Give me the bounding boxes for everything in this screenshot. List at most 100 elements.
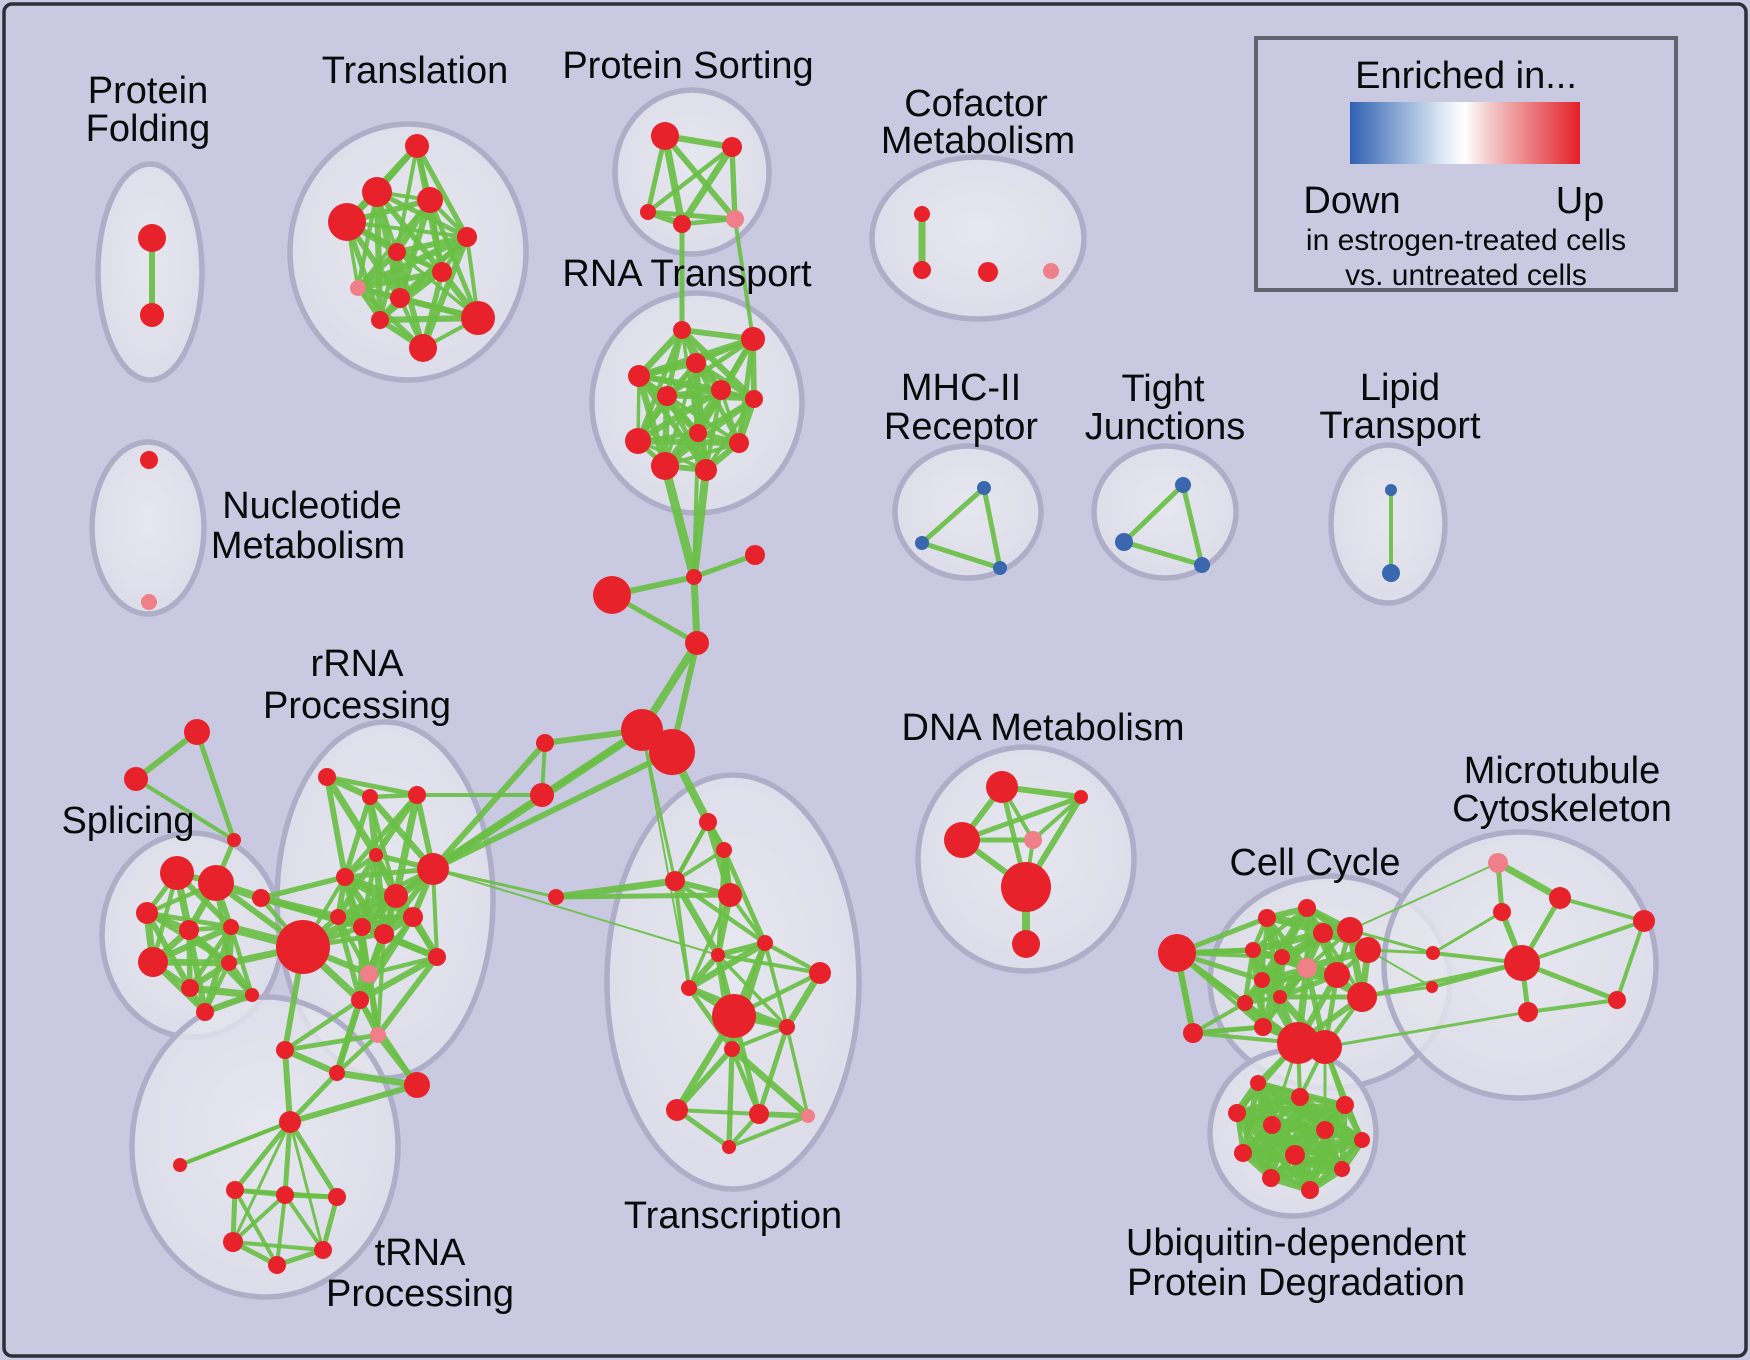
edge bbox=[342, 792, 420, 880]
edge bbox=[726, 1046, 735, 1150]
node-splicing bbox=[160, 856, 194, 890]
node-transcription bbox=[779, 1019, 795, 1035]
edge bbox=[1233, 1101, 1349, 1117]
connector-edge bbox=[287, 1082, 420, 1125]
cluster-label-lipid-transport: Lipid bbox=[1360, 367, 1440, 409]
connector-edge bbox=[430, 749, 675, 872]
edge bbox=[675, 1108, 761, 1116]
edge bbox=[678, 143, 736, 228]
node-protein-folding bbox=[140, 303, 164, 327]
node-ubiquitin-degradation bbox=[1354, 1132, 1370, 1148]
node-transcription bbox=[722, 1140, 736, 1154]
edge bbox=[324, 774, 348, 880]
connector-edge bbox=[641, 729, 690, 989]
node-tight-junctions bbox=[1175, 477, 1191, 493]
node-rrna-processing bbox=[351, 991, 369, 1009]
node-ubiquitin-degradation bbox=[1301, 1181, 1319, 1199]
cluster-label-transcription: Transcription bbox=[624, 1195, 842, 1237]
connector-edge bbox=[660, 461, 699, 582]
node-translation bbox=[417, 187, 443, 213]
node-rrna-processing bbox=[276, 920, 330, 974]
edge bbox=[1268, 1166, 1345, 1181]
node-mhc-ii-receptor bbox=[915, 536, 929, 550]
edge bbox=[202, 960, 232, 1015]
node-trna-processing bbox=[268, 1256, 286, 1274]
edge bbox=[959, 794, 1084, 843]
edge bbox=[1558, 896, 1646, 923]
edge bbox=[231, 1120, 292, 1244]
node-rrna-processing bbox=[360, 965, 378, 983]
node-splicing bbox=[179, 920, 199, 940]
node-dna-metabolism bbox=[1024, 831, 1042, 849]
edge bbox=[186, 984, 256, 999]
edge bbox=[1121, 539, 1205, 568]
edge bbox=[672, 878, 768, 946]
node-trna-processing bbox=[173, 1158, 187, 1172]
node-microtubule-cytoskeleton bbox=[1608, 991, 1626, 1009]
node-rrna-processing bbox=[428, 948, 446, 966]
edge bbox=[662, 133, 738, 222]
edge bbox=[686, 985, 735, 1052]
edge bbox=[231, 1193, 287, 1244]
node-rrna-processing bbox=[252, 889, 270, 907]
edge bbox=[729, 144, 738, 222]
legend-gradient-bar bbox=[1350, 102, 1580, 164]
node-transcription bbox=[801, 1109, 815, 1123]
node-transcription bbox=[665, 871, 685, 891]
node-rrna-processing bbox=[408, 786, 426, 804]
node-cell-cycle bbox=[1355, 937, 1381, 963]
edges-tight-junctions bbox=[1121, 482, 1205, 568]
node-rrna-processing bbox=[404, 1072, 430, 1098]
edge bbox=[716, 953, 789, 1029]
node-ubiquitin-degradation bbox=[1285, 1145, 1305, 1165]
node-splicing bbox=[198, 865, 234, 901]
edge bbox=[756, 1024, 790, 1117]
node-ubiquitin-degradation bbox=[1234, 1144, 1252, 1162]
edge bbox=[233, 1188, 279, 1267]
edge bbox=[187, 924, 234, 991]
node-cell-cycle bbox=[1183, 1023, 1203, 1043]
cluster-ellipse-nucleotide-metabolism bbox=[89, 439, 207, 617]
edge bbox=[687, 893, 732, 990]
node-connector bbox=[530, 783, 554, 807]
cluster-label-splicing: Splicing bbox=[61, 800, 194, 842]
node-rrna-processing bbox=[276, 1041, 294, 1059]
node-lipid-transport bbox=[1382, 564, 1400, 582]
edge bbox=[1431, 910, 1504, 955]
cluster-ellipse-lipid-transport bbox=[1328, 442, 1448, 606]
cluster-label-microtubule-cytoskeleton: Microtubule bbox=[1464, 750, 1660, 792]
connector-edge bbox=[733, 217, 755, 341]
cluster-label-protein-folding: Protein bbox=[88, 70, 208, 112]
cluster-label-protein-folding: Folding bbox=[86, 108, 211, 150]
legend-title: Enriched in... bbox=[1355, 55, 1577, 97]
cluster-label-dna-metabolism: DNA Metabolism bbox=[902, 707, 1185, 749]
edge bbox=[320, 1194, 340, 1253]
edge bbox=[1243, 966, 1309, 1005]
node-translation bbox=[409, 334, 437, 362]
node-translation bbox=[390, 288, 410, 308]
connector-edge bbox=[692, 431, 700, 579]
cluster-label-ubiquitin-degradation: Ubiquitin-dependent bbox=[1126, 1222, 1467, 1264]
connector-edge bbox=[1348, 928, 1435, 955]
node-connector bbox=[536, 734, 554, 752]
node-rrna-processing bbox=[362, 789, 378, 805]
node-cell-cycle bbox=[1297, 958, 1317, 978]
legend-up-label: Up bbox=[1556, 180, 1605, 222]
node-tight-junctions bbox=[1194, 557, 1210, 573]
edge bbox=[763, 941, 789, 1029]
legend-subtitle-line1: in estrogen-treated cells bbox=[1306, 224, 1626, 257]
edge bbox=[645, 144, 735, 215]
cluster-label-rrna-processing: rRNA bbox=[311, 643, 405, 685]
cluster-ellipse-tight-junctions bbox=[1091, 443, 1239, 581]
node-mhc-ii-receptor bbox=[977, 481, 991, 495]
node-connector bbox=[124, 767, 148, 791]
connector-edge bbox=[1191, 1025, 1265, 1035]
node-ubiquitin-degradation bbox=[1228, 1104, 1246, 1122]
cluster-ellipse-cofactor-metabolism bbox=[869, 154, 1087, 322]
node-translation bbox=[461, 301, 495, 335]
node-cofactor-metabolism bbox=[978, 262, 998, 282]
edge bbox=[375, 954, 440, 1038]
node-cell-cycle bbox=[1324, 962, 1350, 988]
node-splicing bbox=[221, 955, 237, 971]
